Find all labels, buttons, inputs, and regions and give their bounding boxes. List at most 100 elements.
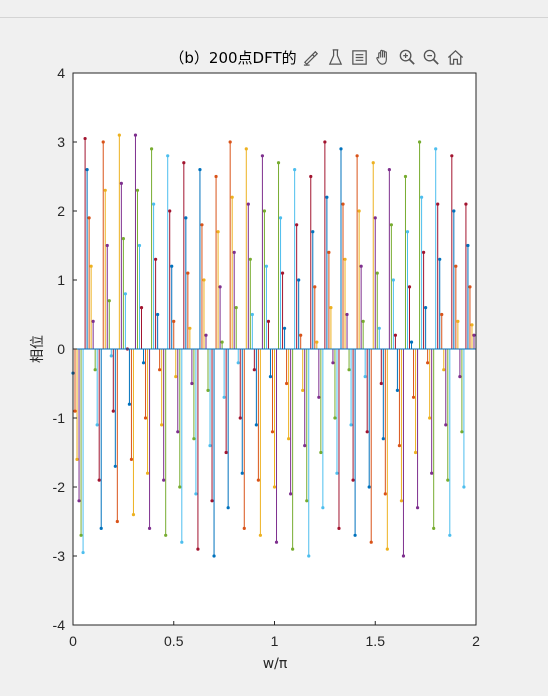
- stem-marker: [291, 547, 295, 551]
- stem-series: [71, 133, 476, 558]
- stem-marker: [186, 271, 190, 275]
- stem-marker: [371, 161, 375, 165]
- stem-marker: [164, 533, 168, 537]
- stem-marker: [321, 506, 325, 510]
- stem-marker: [147, 526, 152, 531]
- stem-marker: [111, 409, 115, 413]
- stem-marker: [204, 333, 208, 337]
- stem-marker: [143, 416, 148, 420]
- stem-marker: [367, 485, 371, 489]
- stem-marker: [464, 202, 468, 206]
- stem-marker: [137, 243, 142, 248]
- stem-marker: [442, 368, 446, 372]
- stem-marker: [119, 181, 123, 185]
- stem-marker: [444, 423, 448, 427]
- stem-marker: [401, 554, 406, 558]
- stem-marker: [333, 416, 337, 420]
- stem-marker: [226, 506, 230, 510]
- stem-marker: [472, 333, 476, 337]
- stem-marker: [168, 209, 172, 213]
- stem-marker: [303, 444, 307, 448]
- stem-marker: [417, 140, 422, 144]
- brush-icon[interactable]: [300, 46, 322, 68]
- stem-marker: [152, 202, 156, 206]
- y-tick-label: -2: [53, 479, 66, 495]
- stem-marker: [373, 216, 377, 220]
- stem-marker: [135, 188, 140, 192]
- zoom-in-icon[interactable]: [396, 46, 418, 68]
- stem-marker: [208, 444, 212, 448]
- stem-marker: [289, 492, 293, 496]
- stem-marker: [212, 554, 216, 558]
- stem-marker: [278, 216, 283, 220]
- stem-marker: [440, 312, 444, 317]
- stem-marker: [154, 257, 158, 261]
- stem-marker: [375, 271, 379, 275]
- stem-marker: [393, 333, 397, 337]
- stem-marker: [345, 312, 349, 317]
- stem-marker: [77, 499, 81, 503]
- stem-marker: [339, 147, 343, 151]
- stem-marker: [145, 471, 150, 475]
- stem-marker: [462, 485, 466, 489]
- legend-icon[interactable]: [348, 46, 370, 68]
- stem-marker: [432, 526, 436, 531]
- stem-marker: [317, 395, 321, 399]
- stem-marker: [162, 478, 166, 482]
- stem-marker: [206, 388, 210, 392]
- x-tick-label: 0: [69, 633, 77, 649]
- stem-marker: [311, 230, 315, 234]
- stem-marker: [450, 154, 454, 158]
- stem-marker: [121, 237, 125, 241]
- stem-marker: [295, 223, 299, 227]
- stem-marker: [83, 136, 87, 141]
- stem-marker: [413, 450, 418, 455]
- stem-marker: [397, 444, 402, 448]
- y-tick-label: 1: [57, 272, 65, 288]
- stem-marker: [232, 250, 236, 254]
- stem-marker: [436, 202, 440, 206]
- stem-marker: [246, 202, 250, 206]
- pan-hand-icon[interactable]: [372, 46, 394, 68]
- stem-marker: [466, 243, 470, 248]
- stem-marker: [103, 188, 107, 192]
- stem-marker: [188, 326, 192, 330]
- stem-marker: [335, 471, 339, 475]
- stem-marker: [131, 513, 136, 517]
- stem-marker: [385, 547, 389, 551]
- home-icon[interactable]: [444, 46, 466, 68]
- stem-marker: [166, 154, 170, 158]
- stem-marker: [329, 306, 333, 310]
- y-tick-label: 4: [57, 65, 65, 81]
- axes-toolbar: [300, 44, 466, 70]
- x-axis-label: w/π: [263, 656, 288, 672]
- y-tick-label: 3: [57, 134, 65, 150]
- axis-ticks: 0 0.5 1 1.5 2 4 3 2 1 0 -1 -2 -3 -4: [53, 65, 481, 649]
- stem-marker: [419, 195, 424, 199]
- stem-marker: [268, 375, 273, 379]
- stem-marker: [365, 430, 369, 434]
- stem-marker: [224, 450, 228, 455]
- stem-marker: [79, 533, 83, 537]
- stem-marker: [468, 285, 472, 289]
- stem-marker: [409, 340, 414, 344]
- stem-marker: [387, 168, 391, 172]
- stem-marker: [107, 299, 111, 303]
- stem-marker: [99, 526, 103, 531]
- stem-marker: [343, 257, 347, 261]
- stem-marker: [426, 361, 430, 365]
- stem-marker: [407, 285, 412, 289]
- zoom-out-icon[interactable]: [420, 46, 442, 68]
- stem-marker: [470, 323, 474, 327]
- stem-marker: [105, 243, 109, 248]
- data-tip-icon[interactable]: [324, 46, 346, 68]
- stem-marker: [75, 457, 79, 461]
- stem-marker: [192, 437, 196, 441]
- stem-marker: [97, 478, 101, 482]
- stem-marker: [178, 485, 182, 489]
- stem-marker: [379, 381, 383, 386]
- stem-marker: [353, 533, 357, 537]
- stem-marker: [129, 457, 134, 461]
- stem-marker: [244, 147, 248, 151]
